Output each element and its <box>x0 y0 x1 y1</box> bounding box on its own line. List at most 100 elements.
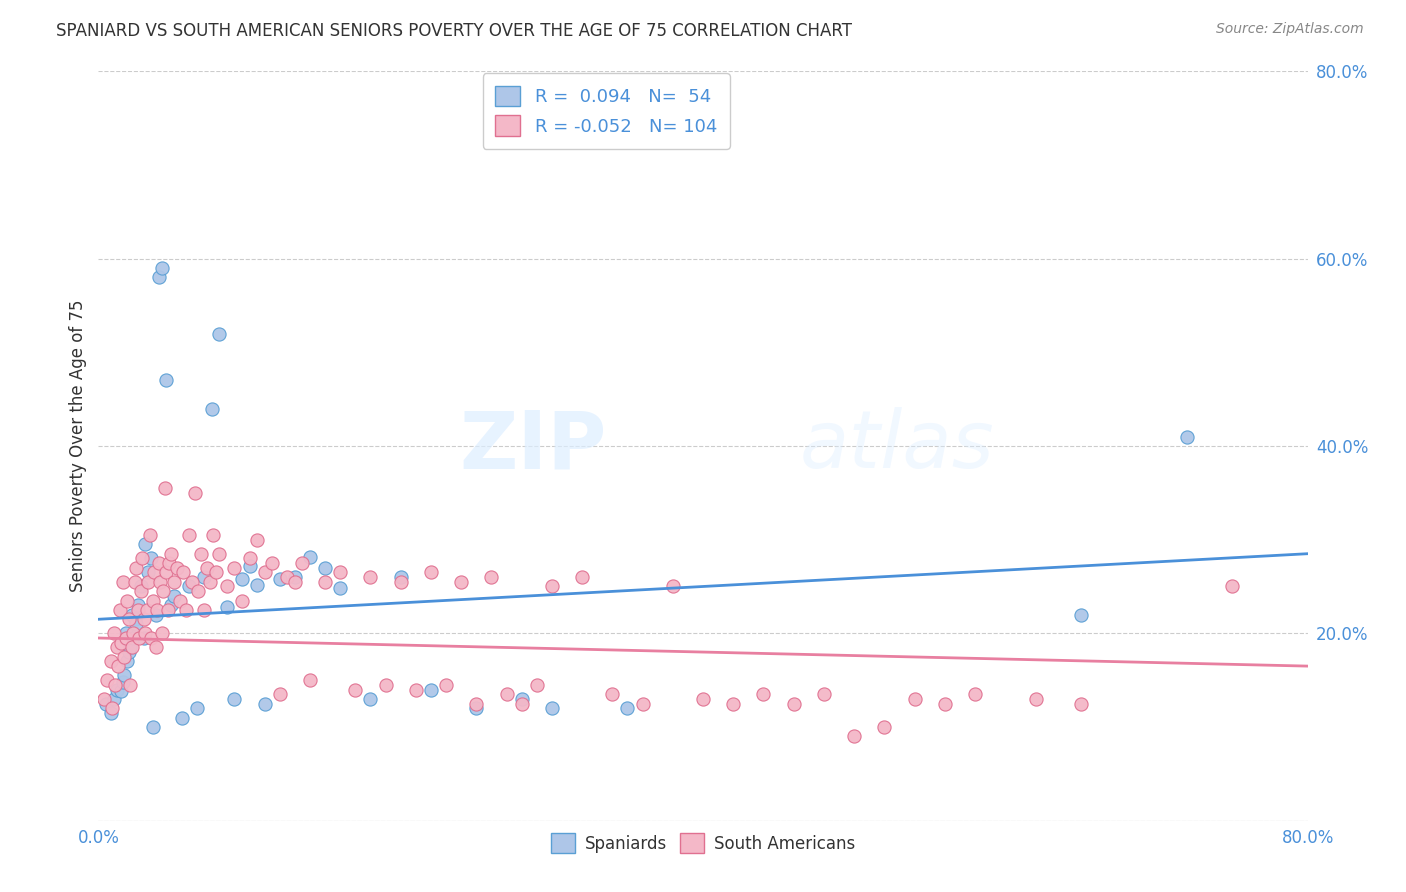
Point <box>141 631 163 645</box>
Point <box>360 570 382 584</box>
Point <box>253 566 276 580</box>
Point <box>692 692 714 706</box>
Point <box>172 566 194 580</box>
Point <box>284 574 307 589</box>
Point <box>187 584 209 599</box>
Point <box>129 584 152 599</box>
Point <box>661 580 683 594</box>
Point <box>465 701 488 715</box>
Text: atlas: atlas <box>800 407 994 485</box>
Point <box>1024 692 1046 706</box>
Point <box>783 697 806 711</box>
Point <box>141 551 163 566</box>
Point <box>110 684 132 698</box>
Point <box>616 701 638 715</box>
Point <box>170 710 193 724</box>
Point <box>465 697 488 711</box>
Point <box>122 631 145 645</box>
Point <box>136 574 159 589</box>
Point <box>723 697 745 711</box>
Point <box>142 720 165 734</box>
Point <box>155 566 177 580</box>
Point <box>112 668 135 682</box>
Point <box>965 687 987 701</box>
Point <box>129 580 152 594</box>
Point <box>118 612 141 626</box>
Point <box>215 600 238 615</box>
Point <box>1070 697 1092 711</box>
Point <box>602 687 624 701</box>
Point <box>100 655 122 669</box>
Point <box>163 574 186 589</box>
Point <box>124 574 146 589</box>
Point <box>193 570 215 584</box>
Point <box>844 730 866 744</box>
Point <box>145 607 167 622</box>
Point <box>122 626 145 640</box>
Point <box>152 584 174 599</box>
Point <box>1220 580 1243 594</box>
Point <box>118 645 141 659</box>
Point <box>111 574 134 589</box>
Point <box>262 556 284 570</box>
Point <box>420 566 443 580</box>
Point <box>159 556 181 570</box>
Point <box>146 603 169 617</box>
Point <box>105 640 128 655</box>
Point <box>201 401 224 416</box>
Point <box>142 593 165 607</box>
Point <box>93 692 115 706</box>
Point <box>224 692 246 706</box>
Point <box>127 599 149 613</box>
Point <box>105 682 128 697</box>
Text: Source: ZipAtlas.com: Source: ZipAtlas.com <box>1216 22 1364 37</box>
Point <box>120 678 142 692</box>
Point <box>540 701 562 715</box>
Point <box>101 701 124 715</box>
Point <box>1175 430 1198 444</box>
Point <box>186 701 208 715</box>
Y-axis label: Seniors Poverty Over the Age of 75: Seniors Poverty Over the Age of 75 <box>69 300 87 592</box>
Point <box>571 570 593 584</box>
Text: SPANIARD VS SOUTH AMERICAN SENIORS POVERTY OVER THE AGE OF 75 CORRELATION CHART: SPANIARD VS SOUTH AMERICAN SENIORS POVER… <box>56 22 852 40</box>
Point <box>148 270 170 285</box>
Point <box>150 261 173 276</box>
Point <box>121 607 143 622</box>
Point <box>110 635 132 649</box>
Legend: Spaniards, South Americans: Spaniards, South Americans <box>543 825 863 861</box>
Point <box>299 673 322 688</box>
Point <box>510 697 533 711</box>
Point <box>224 561 246 575</box>
Point <box>205 566 228 580</box>
Point <box>121 640 143 655</box>
Point <box>215 580 238 594</box>
Point <box>150 626 173 640</box>
Point <box>124 612 146 626</box>
Point <box>246 533 269 547</box>
Point <box>115 655 138 669</box>
Point <box>143 566 166 580</box>
Point <box>344 682 367 697</box>
Point <box>155 374 177 388</box>
Point <box>134 626 156 640</box>
Point <box>450 574 472 589</box>
Point <box>314 574 336 589</box>
Point <box>111 675 134 690</box>
Point <box>103 626 125 640</box>
Point <box>195 561 218 575</box>
Point <box>139 528 162 542</box>
Point <box>276 570 298 584</box>
Point <box>166 561 188 575</box>
Point <box>160 599 183 613</box>
Point <box>481 570 503 584</box>
Point <box>132 612 155 626</box>
Point <box>179 528 201 542</box>
Point <box>360 692 382 706</box>
Point <box>934 697 956 711</box>
Point <box>169 593 191 607</box>
Point <box>299 549 322 564</box>
Point <box>253 697 276 711</box>
Point <box>114 631 136 645</box>
Point <box>208 547 231 561</box>
Point <box>184 486 207 500</box>
